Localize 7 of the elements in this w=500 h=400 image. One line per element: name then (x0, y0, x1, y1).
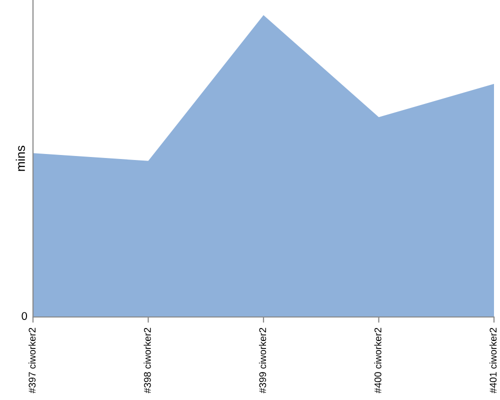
y-axis-title: mins (16, 146, 25, 171)
x-tick-label: #398 ciworker2 (144, 328, 151, 394)
x-tick-label: #397 ciworker2 (28, 328, 36, 394)
x-tick-label: #400 ciworker2 (374, 328, 382, 394)
x-tick-label: #399 ciworker2 (258, 328, 266, 394)
text: 0 (22, 312, 28, 320)
x-tick-label: #401 ciworker2 (489, 328, 497, 394)
